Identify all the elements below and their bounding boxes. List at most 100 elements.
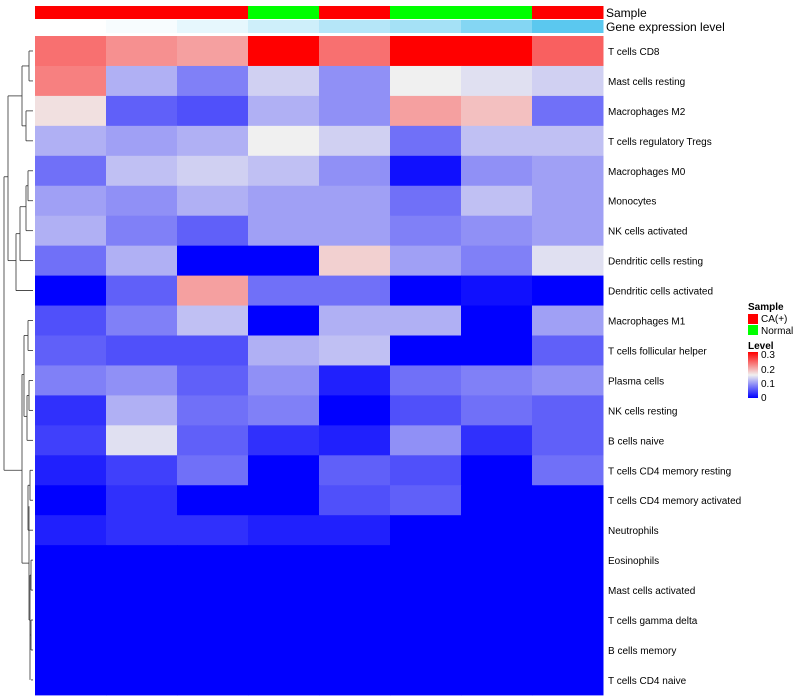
expression-cell-0: [35, 20, 107, 33]
row-label-9: Macrophages M1: [608, 317, 686, 328]
cell-r20-c6: [461, 635, 533, 666]
cell-r9-c2: [177, 305, 249, 336]
cell-r18-c6: [461, 575, 533, 606]
cell-r18-c5: [390, 575, 462, 606]
expression-annotation-label: Gene expression level: [606, 20, 725, 34]
row-label-6: NK cells activated: [608, 227, 687, 238]
cell-r21-c6: [461, 664, 533, 696]
cell-r13-c3: [248, 425, 320, 456]
cell-r15-c5: [390, 485, 462, 516]
cell-r4-c5: [390, 155, 462, 187]
cell-r9-c6: [461, 305, 533, 336]
cell-r6-c5: [390, 215, 462, 247]
cell-r3-c7: [532, 125, 604, 157]
cell-r6-c0: [35, 215, 107, 247]
cell-r12-c6: [461, 395, 533, 426]
cell-r7-c3: [248, 245, 320, 277]
cell-r5-c3: [248, 185, 320, 217]
row-label-8: Dendritic cells activated: [608, 287, 713, 298]
legend-label-normal: Normal: [761, 326, 793, 337]
row-label-15: T cells CD4 memory activated: [608, 496, 741, 507]
cell-r13-c5: [390, 425, 462, 456]
sample-cell-3: [248, 6, 320, 19]
cell-r9-c7: [532, 305, 604, 336]
cell-r9-c5: [390, 305, 462, 336]
cell-r1-c3: [248, 65, 320, 97]
expression-cell-5: [390, 20, 462, 33]
cell-r18-c4: [319, 575, 391, 606]
cell-r8-c4: [319, 275, 391, 307]
cell-r2-c3: [248, 95, 320, 127]
cell-r4-c3: [248, 155, 320, 187]
cell-r1-c5: [390, 65, 462, 97]
cell-r2-c0: [35, 95, 107, 127]
cell-r2-c7: [532, 95, 604, 127]
expression-cell-2: [177, 20, 249, 33]
cell-r6-c4: [319, 215, 391, 247]
cell-r12-c0: [35, 395, 107, 426]
legend-swatch-normal: [748, 325, 758, 335]
cell-r0-c1: [106, 36, 178, 67]
cell-r5-c7: [532, 185, 604, 217]
sample-cell-5: [390, 6, 462, 19]
cell-r3-c0: [35, 125, 107, 157]
row-label-11: Plasma cells: [608, 376, 664, 387]
sample-annotation-label: Sample: [606, 6, 647, 20]
cell-r14-c2: [177, 455, 249, 486]
cell-r7-c1: [106, 245, 178, 277]
cell-r17-c7: [532, 545, 604, 576]
cell-r14-c4: [319, 455, 391, 486]
cell-r21-c0: [35, 664, 107, 696]
cell-r12-c4: [319, 395, 391, 426]
level-tick-0.2: 0.2: [761, 365, 775, 376]
cell-r11-c4: [319, 365, 391, 396]
level-tick-0.1: 0.1: [761, 379, 775, 390]
cell-r11-c1: [106, 365, 178, 396]
cell-r0-c4: [319, 36, 391, 67]
cell-r17-c4: [319, 545, 391, 576]
cell-r21-c7: [532, 664, 604, 696]
heatmap-cells: [35, 36, 604, 696]
row-label-17: Eosinophils: [608, 556, 659, 567]
cell-r12-c5: [390, 395, 462, 426]
cell-r3-c5: [390, 125, 462, 157]
sample-cell-1: [106, 6, 178, 19]
cell-r18-c1: [106, 575, 178, 606]
row-label-18: Mast cells activated: [608, 586, 695, 597]
cell-r11-c5: [390, 365, 462, 396]
cell-r9-c0: [35, 305, 107, 336]
cell-r21-c4: [319, 664, 391, 696]
legend-swatch-ca: [748, 314, 758, 324]
cell-r3-c6: [461, 125, 533, 157]
cell-r0-c0: [35, 36, 107, 67]
cell-r10-c5: [390, 335, 462, 366]
cell-r14-c1: [106, 455, 178, 486]
cell-r13-c0: [35, 425, 107, 456]
cell-r12-c2: [177, 395, 249, 426]
cell-r6-c7: [532, 215, 604, 247]
cell-r4-c2: [177, 155, 249, 187]
cell-r0-c6: [461, 36, 533, 67]
cell-r1-c7: [532, 65, 604, 97]
cell-r8-c0: [35, 275, 107, 307]
row-label-0: T cells CD8: [608, 47, 660, 58]
cell-r15-c0: [35, 485, 107, 516]
cell-r11-c3: [248, 365, 320, 396]
cell-r17-c6: [461, 545, 533, 576]
cell-r16-c3: [248, 515, 320, 546]
cell-r14-c7: [532, 455, 604, 486]
expression-cell-4: [319, 20, 391, 33]
cell-r14-c0: [35, 455, 107, 486]
cell-r2-c6: [461, 95, 533, 127]
cell-r4-c4: [319, 155, 391, 187]
row-label-10: T cells follicular helper: [608, 346, 707, 357]
cell-r4-c6: [461, 155, 533, 187]
cell-r17-c1: [106, 545, 178, 576]
expression-cell-6: [461, 20, 533, 33]
cell-r16-c6: [461, 515, 533, 546]
cell-r1-c4: [319, 65, 391, 97]
row-label-7: Dendritic cells resting: [608, 257, 703, 268]
row-label-1: Mast cells resting: [608, 77, 685, 88]
cell-r18-c2: [177, 575, 249, 606]
row-label-13: B cells naive: [608, 436, 665, 447]
